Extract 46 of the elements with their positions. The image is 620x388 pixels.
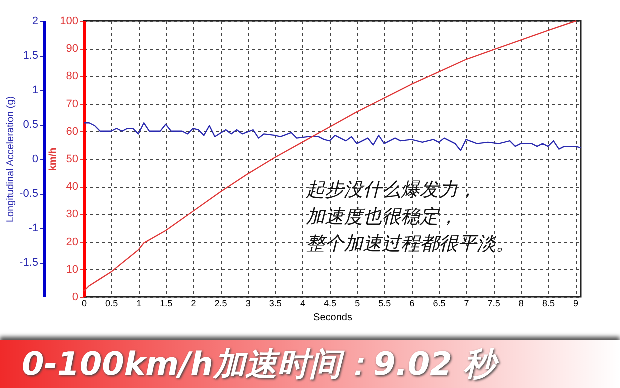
x-tick-label: 8.5 bbox=[542, 298, 555, 308]
x-tick-label: 9 bbox=[574, 298, 579, 308]
y-tick-label: 1 bbox=[32, 84, 38, 96]
x-tick-label: 0.5 bbox=[106, 298, 118, 308]
x-tick-label: 3 bbox=[246, 298, 251, 308]
x-tick-label: 5.5 bbox=[378, 298, 392, 308]
y-tick-label: -1.5 bbox=[20, 257, 38, 269]
line-series bbox=[83, 122, 582, 152]
x-tick-label: 2.5 bbox=[214, 298, 228, 308]
y-tick-label: -0.5 bbox=[20, 188, 38, 200]
y2-tick-label: 10 bbox=[66, 264, 78, 276]
x-tick-label: 5 bbox=[355, 298, 360, 308]
y-tick-label: 0 bbox=[32, 154, 38, 166]
y2-tick-label: 80 bbox=[66, 70, 78, 83]
y2-axis-title: km/h bbox=[48, 148, 60, 172]
y2-tick-label: 30 bbox=[66, 208, 78, 221]
y2-tick-label: 100 bbox=[60, 16, 78, 28]
x-tick-label: 1.5 bbox=[160, 298, 173, 308]
y2-tick-label: 70 bbox=[66, 98, 78, 110]
x-tick-label: 4.5 bbox=[324, 298, 337, 308]
annotation: 整个加速过程都很平淡。 bbox=[306, 233, 515, 255]
x-tick-label: 0 bbox=[82, 298, 88, 308]
x-tick-label: 7.5 bbox=[488, 298, 500, 308]
y-tick-label: -1 bbox=[28, 222, 38, 234]
y2-tick-label: 40 bbox=[66, 181, 78, 194]
y2-tick-label: 60 bbox=[66, 126, 78, 138]
x-tick-label: 1 bbox=[136, 298, 142, 308]
y2-tick-label: 90 bbox=[66, 43, 78, 56]
line-series bbox=[83, 20, 578, 292]
x-tick-label: 4 bbox=[300, 298, 306, 308]
y2-tick-label: 50 bbox=[66, 154, 78, 166]
x-axis-title: Seconds bbox=[314, 312, 352, 324]
x-tick-label: 8 bbox=[518, 298, 524, 308]
y-tick-label: 1.5 bbox=[23, 50, 38, 62]
y-tick-label: 0.5 bbox=[23, 119, 38, 131]
text: 0-100km/h加速时间：9.02 秒 bbox=[0, 340, 620, 388]
x-tick-label: 3.5 bbox=[269, 298, 282, 308]
y-tick-label: 2 bbox=[32, 16, 38, 28]
x-tick-label: 2 bbox=[191, 298, 196, 308]
x-tick-label: 7 bbox=[464, 298, 470, 308]
annotation: 起步没什么爆发力， bbox=[306, 179, 477, 201]
x-tick-label: 6 bbox=[410, 298, 415, 308]
y-axis-title: Longitudinal Acceleration (g) bbox=[6, 96, 17, 223]
y2-tick-label: 20 bbox=[66, 236, 78, 248]
annotation: 加速度也很稳定， bbox=[306, 206, 458, 228]
x-tick-label: 6.5 bbox=[433, 298, 446, 308]
